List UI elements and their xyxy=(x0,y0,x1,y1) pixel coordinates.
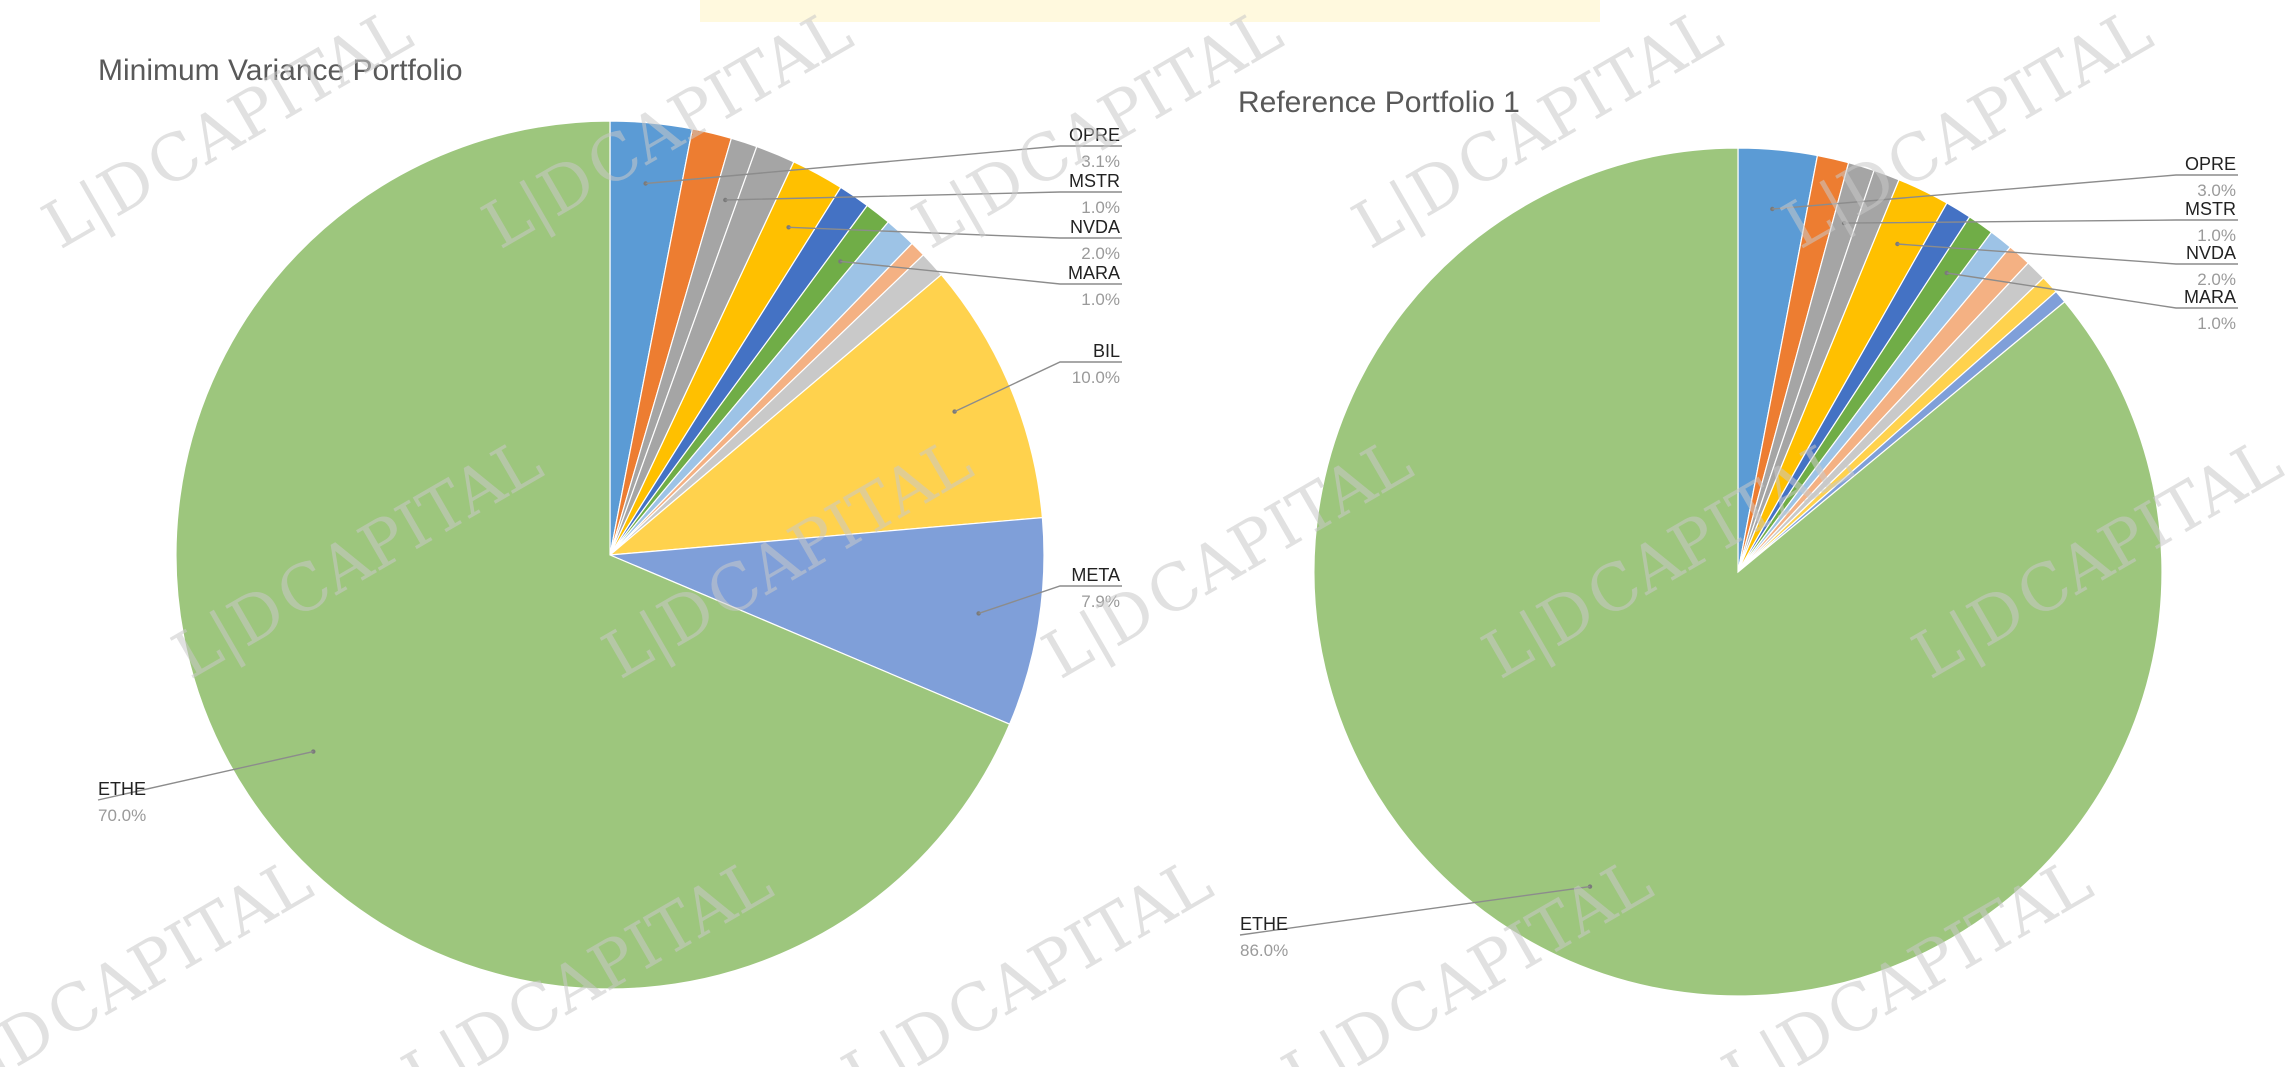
leader-lines-left xyxy=(97,145,1122,801)
slice-label-value-nvda: 2.0% xyxy=(2197,270,2236,289)
leader-line-mara xyxy=(1946,272,2238,309)
watermark-text: CAPITAL xyxy=(1875,0,2164,204)
slice-label-value-ethe: 70.0% xyxy=(98,806,146,825)
pie-slice-bil xyxy=(608,273,1044,556)
slice-label-value-bil: 10.0% xyxy=(1072,368,1120,387)
pie-slice-ethe xyxy=(1313,147,2163,997)
leader-lines-right xyxy=(1239,174,2238,936)
pie-slices-right xyxy=(1313,147,2163,997)
leader-line-mara xyxy=(840,260,1122,285)
chart-title-left: Minimum Variance Portfolio xyxy=(98,54,463,87)
pie-slices-left xyxy=(175,120,1045,990)
slice-label-value-mstr: 1.0% xyxy=(1081,198,1120,217)
leader-line-ethe xyxy=(1239,885,1591,936)
slice-label-name-opre: OPRE xyxy=(2185,154,2236,174)
watermark-text: CAPITAL xyxy=(35,844,324,1054)
slice-label-value-mara: 1.0% xyxy=(2197,314,2236,333)
slice-label-name-ethe: ETHE xyxy=(98,779,146,799)
top-highlight-band xyxy=(700,0,1600,22)
slice-labels-left: OPRE3.1%MSTR1.0%NVDA2.0%MARA1.0%BIL10.0%… xyxy=(98,125,1120,825)
chart-title-right: Reference Portfolio 1 xyxy=(1238,86,1520,119)
slice-label-value-mstr: 1.0% xyxy=(2197,226,2236,245)
pie-chart-minimum-variance: Minimum Variance Portfolio OPRE 3.1%MSTR 1… xyxy=(97,54,1122,990)
leader-line-opre xyxy=(645,145,1122,185)
slice-label-value-ethe: 86.0% xyxy=(1240,941,1288,960)
leader-line-meta xyxy=(978,585,1122,615)
leader-dot-mara xyxy=(838,259,843,264)
slice-label-name-nvda: NVDA xyxy=(2186,243,2236,263)
slice-label-name-bil: BIL xyxy=(1093,341,1120,361)
pie-slice-ethe xyxy=(175,120,1011,990)
slice-label-value-meta: 7.9% xyxy=(1081,592,1120,611)
slice-label-name-meta: META xyxy=(1071,565,1120,585)
slice-label-name-mara: MARA xyxy=(1068,263,1120,283)
slice-label-value-opre: 3.0% xyxy=(2197,181,2236,200)
slice-label-name-mstr: MSTR xyxy=(2185,199,2236,219)
leader-line-mstr xyxy=(1844,219,2238,224)
slice-labels-right: OPRE3.0%MSTR1.0%NVDA2.0%MARA1.0%ETHE86.0… xyxy=(1240,154,2236,960)
leader-line-mstr xyxy=(725,191,1122,201)
slice-label-name-nvda: NVDA xyxy=(1070,217,1120,237)
slice-label-value-mara: 1.0% xyxy=(1081,290,1120,309)
leader-line-ethe xyxy=(97,750,314,801)
watermark-text: CAPITAL xyxy=(135,0,424,204)
slice-label-name-mara: MARA xyxy=(2184,287,2236,307)
leader-line-nvda xyxy=(1897,243,2238,265)
slice-label-value-opre: 3.1% xyxy=(1081,152,1120,171)
slice-label-name-mstr: MSTR xyxy=(1069,171,1120,191)
leader-line-opre xyxy=(1772,174,2238,210)
slice-label-value-nvda: 2.0% xyxy=(1081,244,1120,263)
slice-label-name-ethe: ETHE xyxy=(1240,914,1288,934)
slice-label-name-opre: OPRE xyxy=(1069,125,1120,145)
pie-slice-meta xyxy=(609,516,1045,725)
leader-line-bil xyxy=(954,361,1122,413)
pie-chart-reference-portfolio: Reference Portfolio 1 OPRE3.0%MSTR1.0%NV… xyxy=(1238,86,2238,997)
leader-line-nvda xyxy=(788,226,1122,239)
watermark-text: CAPITAL xyxy=(935,844,1224,1054)
